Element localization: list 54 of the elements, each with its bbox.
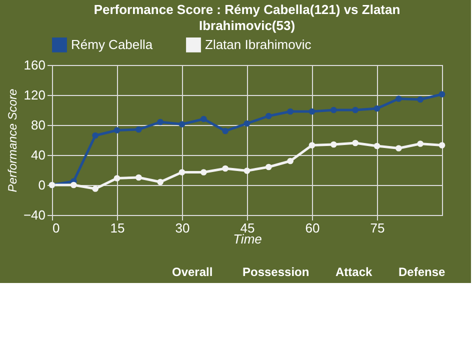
text: Defense [398,265,446,279]
point [438,91,446,98]
y-tick-label: 80 [31,118,46,132]
point [200,169,207,176]
point [222,165,228,172]
point [417,96,424,103]
y-tick-label: 0 [38,178,46,192]
point [417,140,424,147]
point [374,105,380,112]
point [157,118,164,126]
y-tick-label: 160 [24,58,46,72]
x-tick-label: 0 [52,220,60,236]
point [200,116,207,122]
text: Attack [336,265,373,279]
point [70,182,77,188]
y-tick-label: 40 [31,148,46,162]
point [308,142,316,148]
point [114,175,120,182]
legend-label: Zlatan Ibrahimovic [205,36,312,52]
x-tick-label: 75 [370,220,385,236]
point [114,127,120,134]
text: Overall [172,265,213,279]
point [178,121,186,128]
point [330,106,337,114]
point [244,120,250,127]
legend-label: Rémy Cabella [71,36,154,52]
point [136,174,142,181]
x-tick-label: 15 [110,220,125,236]
point [287,108,294,115]
point [92,132,98,139]
y-tick-label: −40 [23,208,46,222]
point [266,112,272,120]
point [308,108,316,115]
y-tick-label: 120 [24,88,46,102]
point [396,96,402,102]
point [396,145,402,152]
point [136,126,142,133]
point [222,128,228,134]
chart-title: Performance Score : Rémy Cabella(121) vs Zlatan Ibrahimovic(53) [94,2,400,33]
point [92,186,98,192]
x-tick-label: 60 [305,220,320,236]
y-axis-title: Performance Score [5,88,20,192]
point [352,106,358,114]
point [157,178,164,186]
point [352,140,358,146]
point [266,164,272,170]
point [330,141,337,148]
text: Possession [242,265,310,279]
point [438,142,446,148]
x-tick-label: 30 [175,220,190,236]
point [287,158,294,164]
point [244,168,250,174]
point [374,142,380,150]
point [178,169,186,176]
